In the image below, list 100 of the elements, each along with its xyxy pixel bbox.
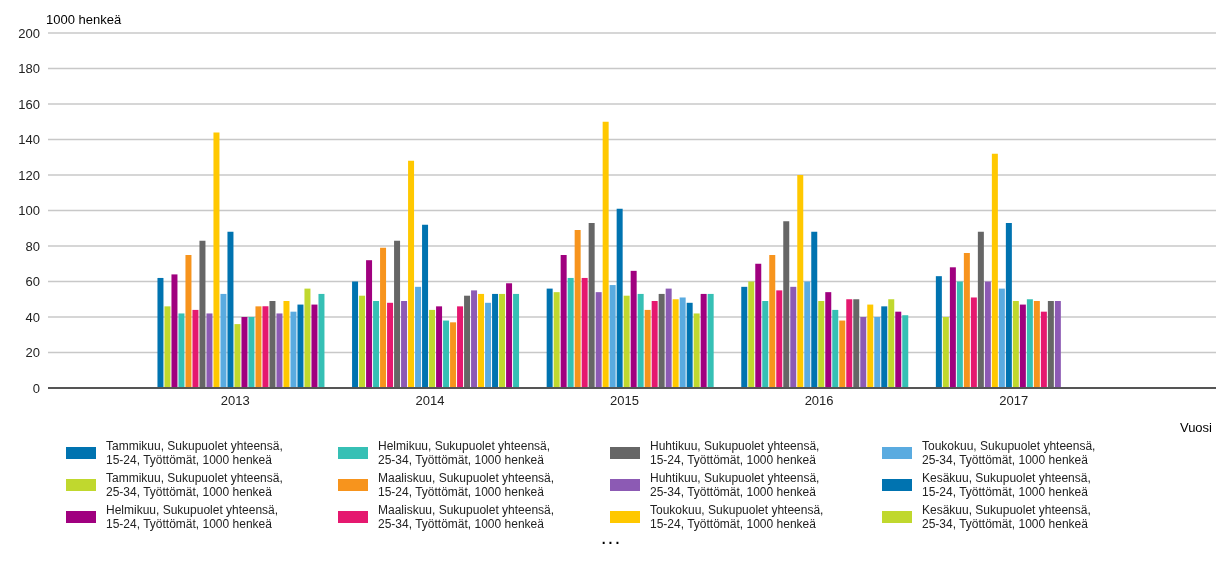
y-axis-title: 1000 henkeä <box>46 12 122 27</box>
bar <box>818 301 825 388</box>
bar <box>1019 304 1026 388</box>
legend-label: Huhtikuu, Sukupuolet yhteensä, 15-24, Työttömät, 1000 henkeä <box>650 439 821 467</box>
bar <box>804 281 811 388</box>
bar <box>956 281 963 388</box>
bar <box>290 311 297 388</box>
bar <box>693 313 700 388</box>
bar <box>546 288 553 388</box>
bar <box>422 224 429 388</box>
bar <box>283 301 290 388</box>
bar <box>998 288 1005 388</box>
bar <box>241 317 248 388</box>
bar <box>304 288 311 388</box>
y-tick-label: 180 <box>18 61 40 77</box>
bar <box>776 290 783 388</box>
bar <box>401 301 408 388</box>
bar <box>574 230 581 388</box>
bar <box>471 290 478 388</box>
bar <box>1005 222 1012 388</box>
bar <box>839 320 846 388</box>
bar <box>895 311 902 388</box>
bar <box>436 306 443 388</box>
bar <box>825 292 832 388</box>
bar <box>984 281 991 388</box>
bar <box>220 293 227 388</box>
x-tick-label: 2016 <box>804 393 834 409</box>
bar <box>394 240 401 388</box>
legend-label: Toukokuu, Sukupuolet yhteensä, 25-34, Työttömät, 1000 henkeä <box>922 439 1097 467</box>
bar <box>450 322 457 388</box>
legend-label: Kesäkuu, Sukupuolet yhteensä, 15-24, Työttömät, 1000 henkeä <box>922 471 1092 499</box>
bar <box>811 231 818 388</box>
bar <box>797 175 804 388</box>
y-tick-label: 200 <box>18 25 40 41</box>
x-axis-title: Vuosi <box>1178 420 1212 435</box>
bar <box>443 320 450 388</box>
bar <box>783 221 790 388</box>
bar <box>902 315 909 388</box>
bar <box>700 293 707 388</box>
bar <box>269 301 276 388</box>
bar <box>318 293 325 388</box>
bar <box>672 299 679 388</box>
bar <box>457 306 464 388</box>
legend-label: Kesäkuu, Sukupuolet yhteensä, 25-34, Työttömät, 1000 henkeä <box>922 503 1092 531</box>
bar <box>1026 299 1033 388</box>
bar <box>707 293 714 388</box>
bar <box>478 293 485 388</box>
bar <box>185 254 192 388</box>
bar <box>623 295 630 388</box>
legend-label: Maaliskuu, Sukupuolet yhteensä, 15-24, Työttömät, 1000 henkeä <box>378 471 556 499</box>
bar <box>644 309 651 388</box>
legend-label: Helmikuu, Sukupuolet yhteensä, 15-24, Työttömät, 1000 henkeä <box>106 503 280 531</box>
bar <box>506 283 513 388</box>
y-tick-label: 140 <box>18 132 40 148</box>
bar <box>492 293 499 388</box>
bar <box>616 208 623 388</box>
bar <box>602 121 609 388</box>
bar <box>171 274 178 388</box>
legend-label: Toukokuu, Sukupuolet yhteensä, 15-24, Työttömät, 1000 henkeä <box>650 503 825 531</box>
bar <box>1040 311 1047 388</box>
bar <box>567 277 574 388</box>
bar <box>373 301 380 388</box>
legend-label: Huhtikuu, Sukupuolet yhteensä, 25-34, Työttömät, 1000 henkeä <box>650 471 821 499</box>
bar <box>359 295 366 388</box>
bar <box>352 281 359 388</box>
y-tick-label: 100 <box>18 203 40 219</box>
bar <box>881 306 888 388</box>
bar <box>164 306 171 388</box>
y-tick-label: 80 <box>25 238 40 254</box>
bar <box>213 132 220 388</box>
bar <box>262 306 269 388</box>
bar <box>637 293 644 388</box>
legend-label: Maaliskuu, Sukupuolet yhteensä, 25-34, Työttömät, 1000 henkeä <box>378 503 556 531</box>
y-tick-label: 20 <box>25 345 40 361</box>
legend-label: Helmikuu, Sukupuolet yhteensä, 25-34, Työttömät, 1000 henkeä <box>378 439 552 467</box>
bar <box>276 313 283 388</box>
bar <box>942 317 949 388</box>
bar <box>853 299 860 388</box>
bar <box>679 297 686 388</box>
bar <box>560 254 567 388</box>
bar <box>178 313 185 388</box>
bar <box>311 304 318 388</box>
bar <box>1012 301 1019 388</box>
bar <box>769 254 776 388</box>
legend-label: Tammikuu, Sukupuolet yhteensä, 15-24, Työttömät, 1000 henkeä <box>106 439 284 467</box>
bar <box>227 231 234 388</box>
bar <box>429 309 436 388</box>
bar <box>157 277 164 388</box>
bar <box>790 286 797 388</box>
bar <box>977 231 984 388</box>
bar <box>846 299 853 388</box>
bar <box>665 288 672 388</box>
bar <box>464 295 471 388</box>
x-tick-label: 2015 <box>610 393 639 409</box>
bar <box>888 299 895 388</box>
bar <box>485 302 492 388</box>
bar <box>762 301 769 388</box>
bar <box>609 285 616 388</box>
y-tick-label: 60 <box>25 274 40 290</box>
bar <box>949 267 956 388</box>
